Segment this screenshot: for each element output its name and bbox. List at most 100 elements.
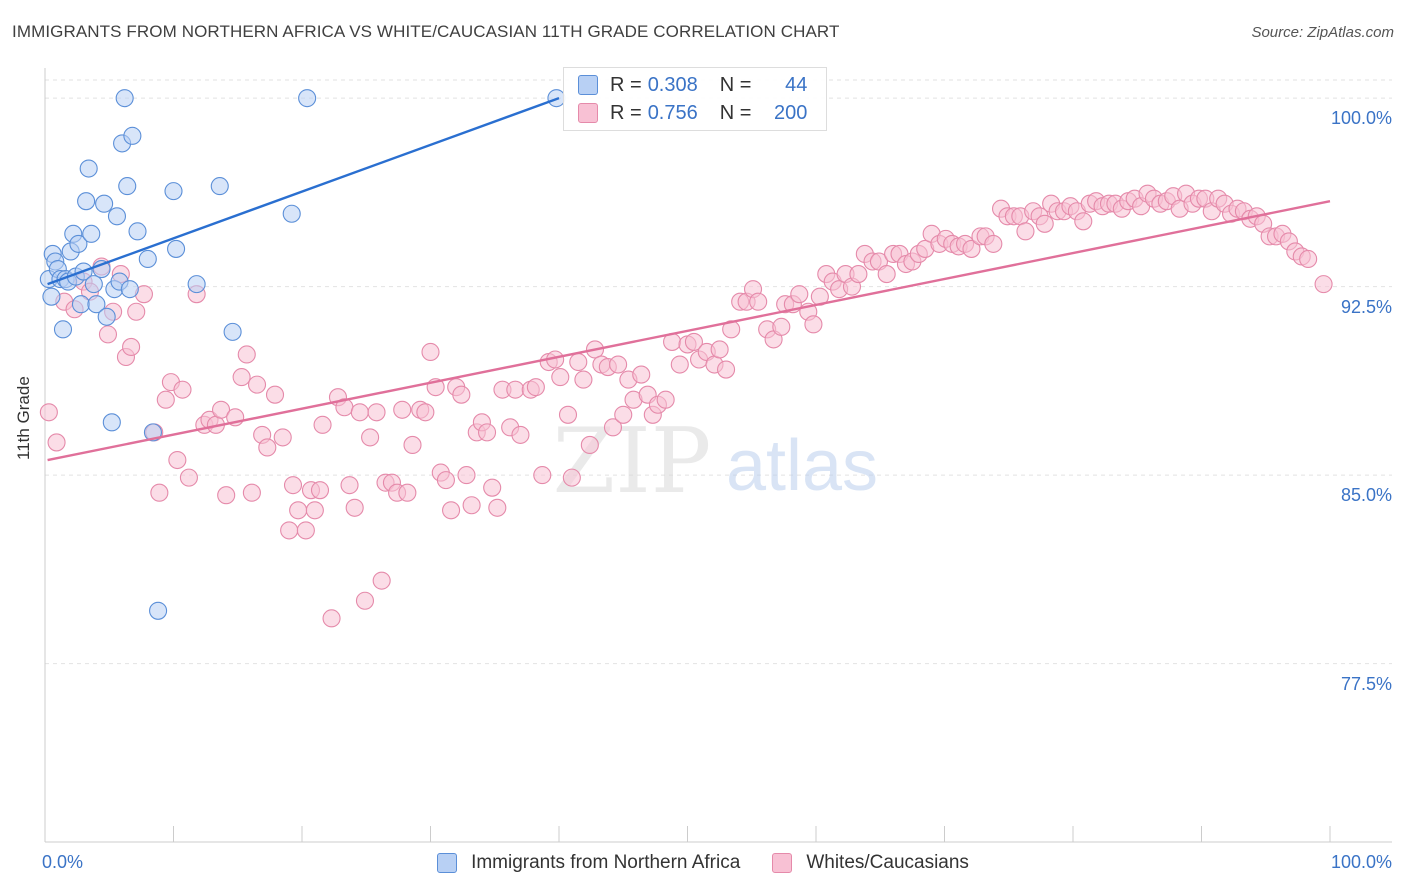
immigrants-point — [79, 159, 98, 178]
swatch-blue — [578, 75, 598, 95]
whites-point — [355, 591, 375, 610]
whites-point — [242, 483, 261, 502]
whites-point — [1016, 222, 1035, 241]
immigrants-point — [87, 295, 106, 314]
x-tick-max: 100.0% — [1330, 852, 1392, 872]
whites-point — [217, 486, 236, 505]
whites-point — [150, 483, 169, 502]
whites-point — [632, 365, 651, 384]
whites-point — [614, 405, 633, 424]
chart-title: IMMIGRANTS FROM NORTHERN AFRICA VS WHITE… — [12, 22, 840, 41]
whites-point — [877, 265, 896, 284]
whites-point — [749, 292, 768, 311]
whites-point — [403, 435, 422, 454]
whites-point — [350, 403, 369, 422]
whites-point — [551, 368, 570, 387]
immigrants-point — [95, 194, 114, 213]
whites-point — [211, 400, 231, 419]
immigrants-point — [71, 295, 91, 314]
whites-point — [310, 481, 330, 500]
swatch-pink — [578, 103, 598, 123]
whites-point — [156, 390, 175, 409]
immigrants-point — [115, 89, 134, 108]
x-tick-min: 0.0% — [42, 852, 84, 872]
whites-point — [716, 360, 736, 379]
whites-point — [462, 496, 481, 515]
n-label: N = — [719, 73, 752, 96]
whites-point — [457, 466, 476, 485]
immigrants-point — [167, 239, 186, 258]
immigrants-point — [187, 275, 206, 294]
whites-point — [122, 337, 141, 356]
immigrants-point — [84, 275, 103, 294]
trend-lines — [47, 97, 1331, 462]
y-tick-label: 100.0% — [1330, 108, 1392, 129]
whites-point — [232, 368, 251, 387]
whites-point — [372, 571, 391, 590]
legend-item-immigrants[interactable]: Immigrants from Northern Africa — [437, 852, 740, 874]
immigrants-point — [223, 322, 242, 341]
stats-legend: R = 0.308 N = 44 R = 0.756 N = 200 — [563, 67, 827, 131]
immigrants-point — [149, 601, 168, 620]
immigrants-point — [120, 280, 139, 299]
whites-point — [526, 378, 545, 397]
source-label: Source: ZipAtlas.com — [1251, 24, 1394, 41]
whites-point — [173, 380, 192, 399]
legend-item-whites[interactable]: Whites/Caucasians — [772, 852, 969, 874]
whites-point — [283, 476, 303, 495]
whites-point — [1074, 212, 1093, 231]
whites-point — [849, 265, 868, 284]
immigrants-point — [138, 249, 157, 269]
whites-point — [772, 317, 791, 336]
whites-point — [313, 415, 332, 434]
immigrants-point — [107, 207, 127, 226]
n-value: 200 — [774, 101, 808, 124]
whites-point — [452, 385, 471, 404]
r-label: R = — [610, 101, 642, 124]
series-legend: Immigrants from Northern Africa Whites/C… — [0, 852, 1406, 874]
whites-point — [340, 476, 359, 495]
whites-point — [322, 609, 341, 628]
watermark-atlas: atlas — [726, 426, 878, 506]
whites-point — [506, 380, 525, 399]
whites-point — [533, 466, 552, 485]
y-axis-label: 11th Grade — [14, 376, 33, 460]
whites-point — [477, 423, 497, 442]
whites-trend-line — [47, 200, 1331, 462]
whites-point — [237, 345, 256, 364]
whites-point — [1314, 275, 1333, 294]
immigrants-point — [69, 234, 88, 253]
whites-point — [1299, 249, 1318, 269]
legend-label-immigrants: Immigrants from Northern Africa — [471, 852, 741, 873]
whites-point — [1035, 214, 1054, 233]
whites-point — [804, 315, 823, 334]
axes — [44, 68, 1392, 843]
whites-point — [488, 498, 507, 517]
series-whites-points — [39, 184, 1333, 628]
whites-point — [962, 239, 981, 258]
legend-swatch-blue — [437, 853, 458, 873]
whites-point — [393, 400, 412, 419]
whites-point — [574, 370, 593, 389]
whites-point — [569, 352, 588, 372]
immigrants-point — [210, 177, 229, 196]
whites-point — [710, 340, 729, 359]
whites-point — [247, 375, 267, 394]
immigrants-point — [118, 177, 137, 196]
r-value: 0.756 — [647, 101, 698, 124]
whites-point — [398, 483, 417, 502]
n-value: 44 — [785, 73, 808, 96]
whites-point — [656, 390, 675, 409]
whites-point — [511, 425, 530, 444]
whites-point — [421, 342, 440, 362]
whites-point — [305, 501, 324, 520]
whites-point — [442, 501, 461, 520]
immigrants-point — [82, 224, 101, 243]
whites-point — [265, 385, 285, 404]
whites-point — [127, 302, 146, 321]
whites-point — [670, 355, 689, 374]
y-tick-label: 77.5% — [1340, 673, 1392, 694]
whites-point — [345, 498, 364, 517]
whites-point — [39, 403, 58, 422]
